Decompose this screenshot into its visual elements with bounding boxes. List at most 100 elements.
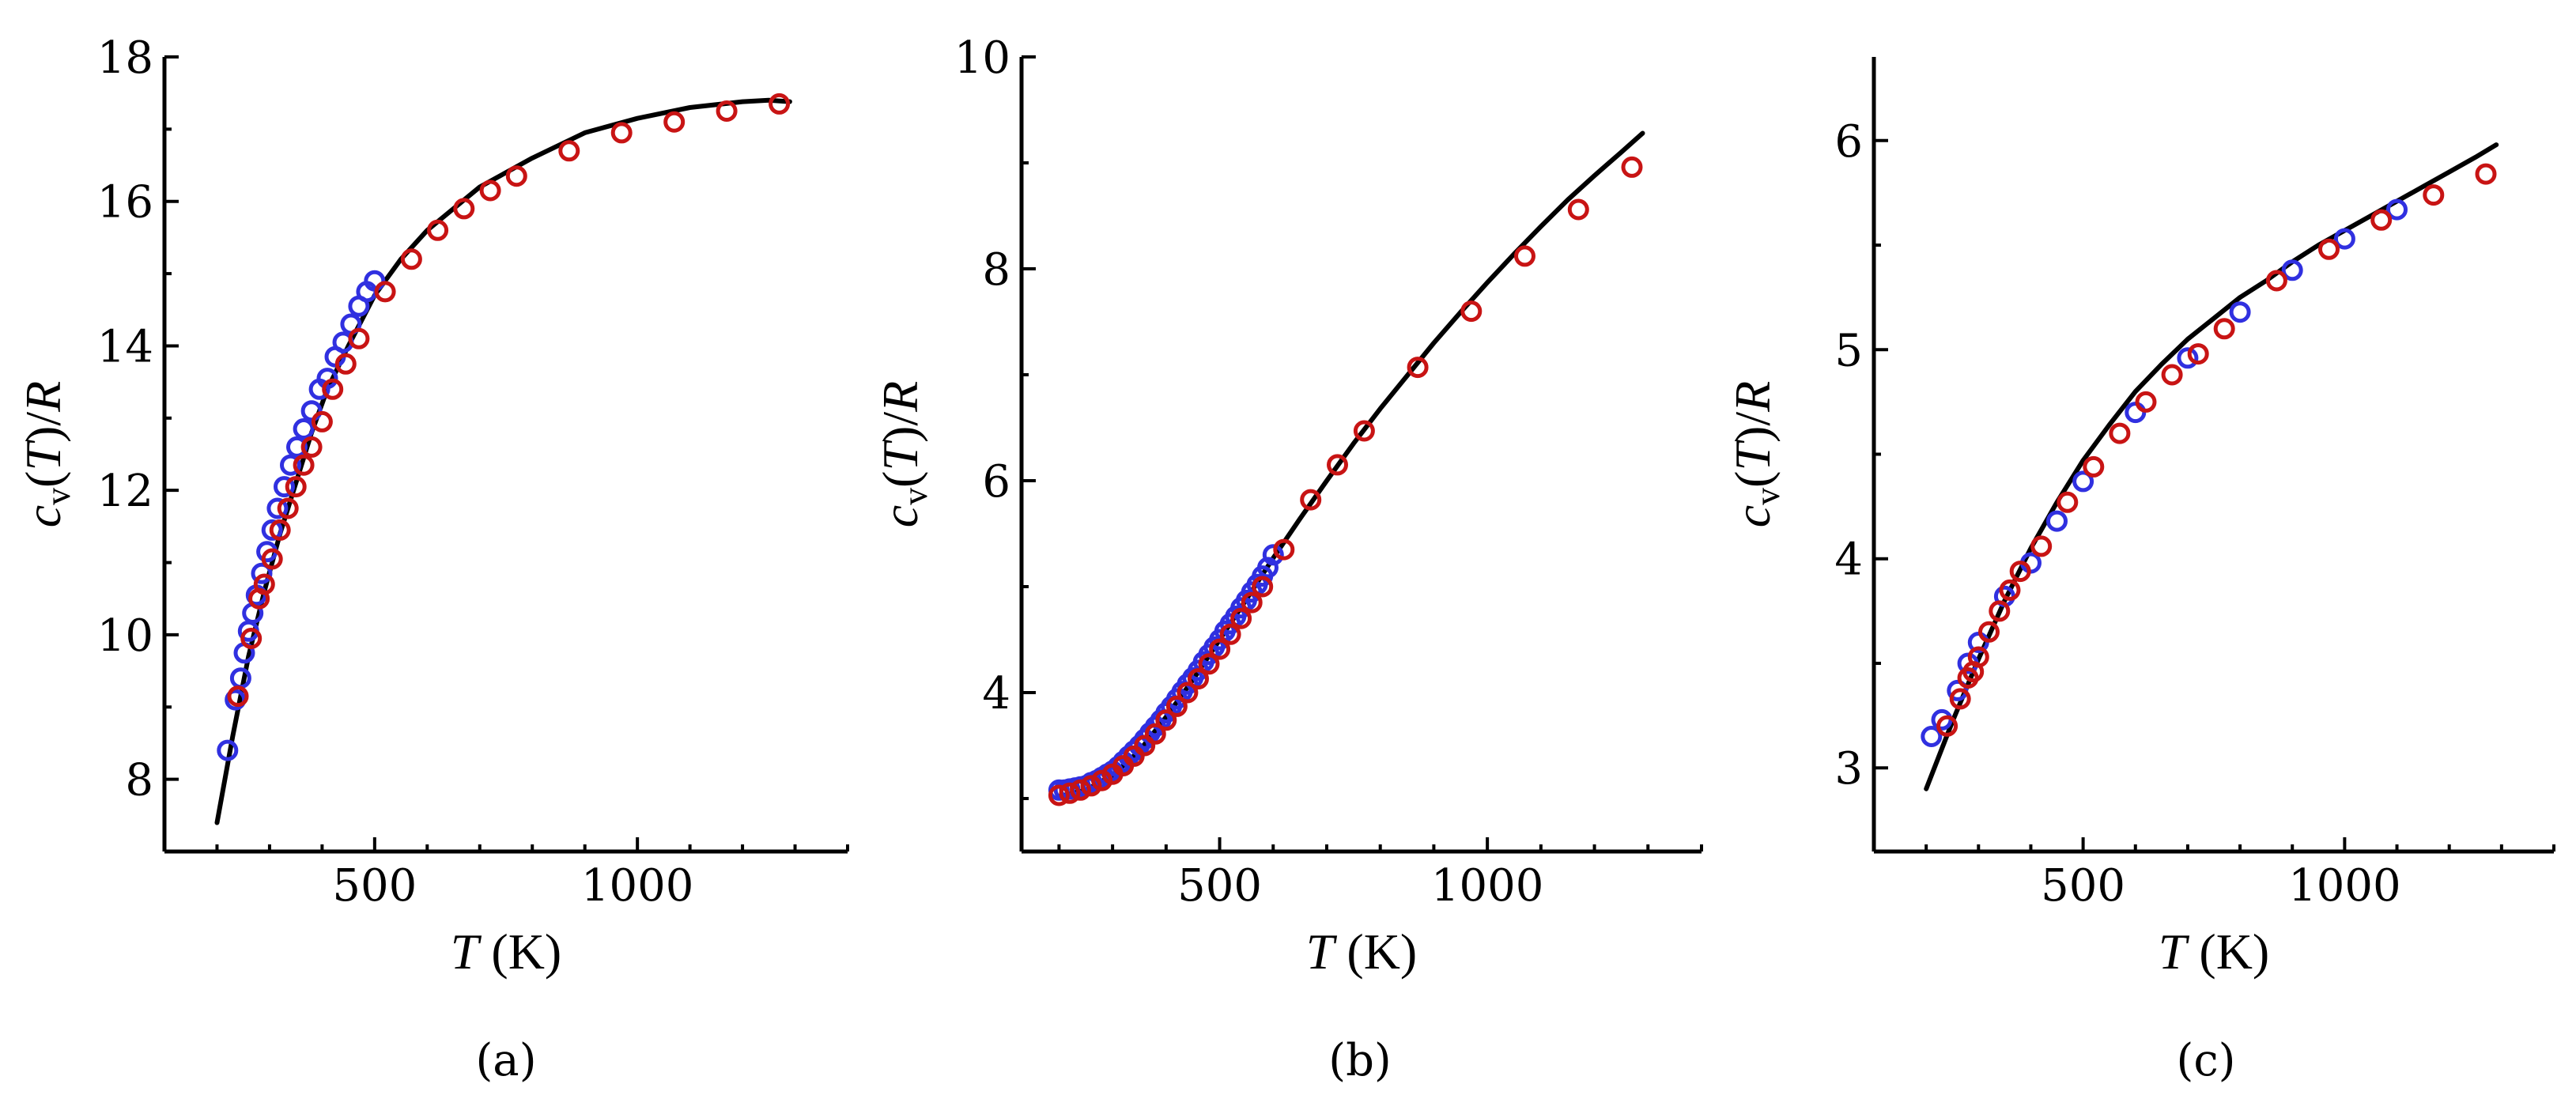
chart-panel-b: 500 1000 4 6 8 10 T (K) cv(T)/R (b) [872,32,1703,1086]
red-data-point [348,327,370,349]
x-tick-label: 1000 [581,860,694,912]
red-data-point [2370,209,2393,231]
red-data-point [1123,745,1145,767]
panel-label: (a) [475,1035,536,1086]
y-tick-label: 16 [97,177,153,228]
blue-data-point [280,454,301,476]
red-data-point [1198,653,1220,675]
red-data-point [334,353,357,375]
red-data-point [2475,163,2497,185]
red-data-point [1514,245,1535,267]
y-tick-label: 8 [982,244,1010,296]
red-data-point [1070,779,1091,801]
red-data-point [1978,621,2000,643]
red-data-point [2265,270,2287,292]
x-axis-label: T (K) [451,923,561,980]
red-data-point [663,111,686,133]
red-data-point [1460,300,1483,323]
panel-label: (b) [1328,1035,1392,1086]
blue-data-point [293,418,315,440]
y-tick-label: 12 [97,466,153,517]
y-axis-label: cv(T)/R [872,381,935,528]
red-data-point [293,454,315,476]
blue-data-point [217,739,239,761]
chart-panel-a: 500 1000 8 10 12 14 16 18 T (K) cv(T)/R (a) [15,32,849,1086]
red-data-point [2187,343,2209,365]
red-data-point [2213,318,2235,340]
red-data-point [1241,591,1263,614]
red-data-point [1999,579,2021,601]
blue-data-point [274,476,295,498]
red-data-point [427,219,449,241]
red-data-point [2135,391,2157,413]
x-tick-label: 1000 [1431,860,1544,912]
red-data-point [769,93,791,115]
blue-data-point [300,400,323,422]
red-data-point [2109,422,2131,444]
blue-data-point [2177,347,2199,369]
red-data-point [505,165,527,187]
red-data-point [716,100,738,122]
red-data-point [285,476,307,498]
red-data-point [240,628,263,649]
red-data-point [1567,198,1589,221]
blue-data-point [251,562,273,584]
y-tick-label: 10 [97,610,153,662]
red-data-point [261,548,283,570]
red-data-point [2083,455,2105,478]
red-data-point [479,179,501,202]
y-tick-label: 3 [1834,743,1863,795]
red-data-point [558,140,580,162]
y-tick-label: 18 [97,32,153,84]
red-data-point [1134,734,1156,757]
red-data-point [2318,238,2340,260]
y-tick-label: 10 [954,32,1010,84]
red-data-point [1080,775,1102,797]
blue-data-point [2386,198,2408,221]
red-data-point [1144,723,1166,745]
blue-data-point [1257,557,1279,579]
y-tick-label: 5 [1834,325,1863,376]
red-data-point [1967,646,1989,668]
red-data-point [400,248,422,270]
y-axis-label: cv(T)/R [1724,381,1787,528]
y-tick-label: 4 [982,668,1010,719]
red-data-point [453,198,475,220]
blue-data-point [2046,510,2068,532]
red-data-point [1048,784,1070,806]
red-data-point [1230,607,1252,629]
red-data-point [1407,357,1429,379]
blue-data-point [2281,259,2303,281]
blue-data-point [1921,726,1943,747]
red-data-point [277,497,299,519]
y-tick-label: 8 [125,755,153,806]
red-data-point [610,122,633,144]
x-tick-label: 500 [2041,860,2125,912]
blue-data-point [2229,301,2251,323]
red-data-point [1621,156,1643,178]
y-tick-label: 4 [1834,534,1863,586]
y-tick-label: 6 [982,456,1010,508]
y-tick-label: 6 [1834,116,1863,168]
blue-data-point [364,270,386,292]
x-tick-label: 1000 [2288,860,2401,912]
red-data-point [374,281,396,303]
red-data-point [1188,668,1209,690]
red-data-point [227,685,249,708]
blue-data-point [2333,228,2355,250]
red-data-point [1219,623,1241,645]
blue-data-point [261,519,283,541]
x-axis-label: T (K) [2159,923,2269,980]
x-tick-label: 500 [332,860,417,912]
red-data-point [2009,561,2031,583]
red-data-point [300,436,323,458]
red-data-point [1252,576,1274,598]
x-tick-label: 500 [1177,860,1262,912]
red-data-point [2161,364,2183,386]
red-data-point [1327,454,1348,476]
red-data-point [1300,489,1322,511]
red-data-point [1059,782,1081,804]
red-data-point [1949,688,1971,710]
red-data-point [322,378,344,400]
blue-data-point [316,368,338,390]
